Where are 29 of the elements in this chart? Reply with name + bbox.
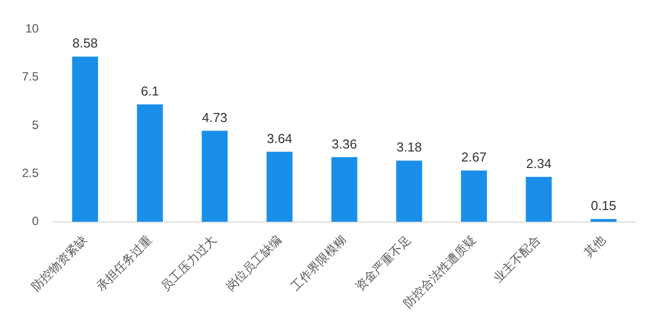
data-label: 3.18 [396,140,422,155]
y-tick-label: 2.5 [22,166,39,180]
x-tick-label: 工作界限模糊 [288,232,349,294]
bar [526,176,552,222]
bar [331,157,358,222]
data-label: 2.67 [461,150,487,165]
bar [396,160,422,222]
bar [72,56,98,222]
x-tick-label: 防控物资紧缺 [28,232,90,294]
bar [136,104,163,222]
data-label: 8.58 [72,36,98,51]
data-label: 3.64 [266,130,292,146]
y-tick-label: 0 [32,214,39,228]
data-label: 6.1 [140,83,159,98]
x-tick-label: 承担任务过重 [94,232,154,294]
data-label: 2.34 [526,156,552,171]
data-label: 3.36 [332,136,357,152]
bar [202,130,228,222]
data-label: 4.73 [202,110,228,125]
x-tick-label: 其他 [581,232,608,260]
bar [266,152,292,222]
bar [461,170,487,222]
y-tick-label: 5 [32,118,39,132]
y-tick-label: 10 [25,22,39,36]
x-tick-label: 员工压力过大 [158,232,220,294]
x-tick-label: 岗位员工缺编 [223,232,284,294]
data-label: 0.15 [590,198,616,214]
y-tick-label: 7.5 [22,70,39,84]
x-tick-label: 业主不配合 [490,232,544,285]
